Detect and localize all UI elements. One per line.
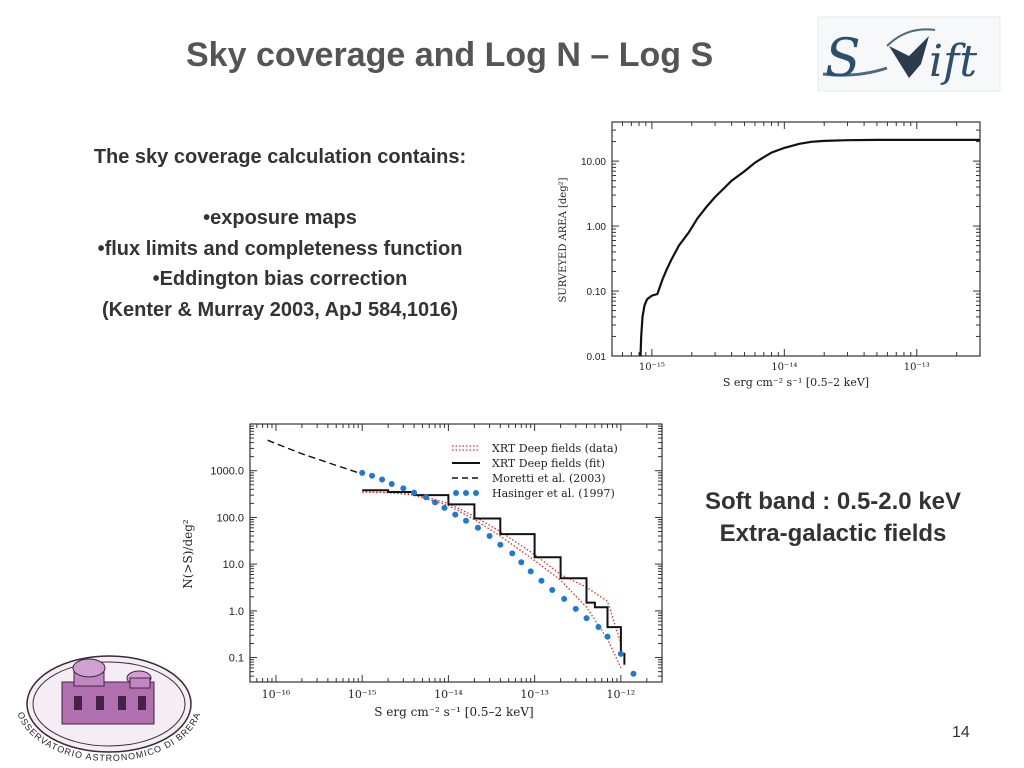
hasinger-point — [441, 504, 448, 511]
bullet-eddington: •Eddington bias correction — [152, 268, 408, 290]
hasinger-point — [527, 568, 534, 575]
hasinger-point — [463, 517, 470, 524]
hasinger-point — [583, 615, 590, 622]
x-tick-label: 10⁻¹⁴ — [434, 688, 463, 701]
legend-swatch-hasinger — [463, 490, 469, 496]
x-axis-label: S erg cm⁻² s⁻¹ [0.5–2 keV] — [723, 376, 869, 389]
soft-band-label: Soft band : 0.5-2.0 keV — [704, 488, 962, 515]
reference-text: (Kenter & Murray 2003, ApJ 584,1016) — [101, 299, 459, 321]
x-tick-label: 10⁻¹⁵ — [639, 362, 665, 373]
hasinger-point — [518, 559, 525, 566]
hasinger-point — [630, 670, 637, 677]
legend-swatch-hasinger — [453, 490, 459, 496]
hasinger-point — [474, 524, 481, 531]
plot-frame — [249, 423, 663, 683]
plot-frame — [611, 121, 981, 357]
hasinger-point — [604, 633, 611, 640]
y-tick-label: 0.01 — [587, 352, 607, 363]
swift-logo: S ift — [817, 16, 1001, 92]
moretti-line — [267, 439, 363, 475]
y-tick-label: 1.00 — [587, 222, 607, 233]
hasinger-point — [572, 605, 579, 612]
hasinger-point — [388, 480, 395, 487]
extragalactic-label: Extra-galactic fields — [719, 520, 947, 547]
hasinger-point — [538, 577, 545, 584]
hasinger-point — [549, 586, 556, 593]
hasinger-point — [379, 476, 386, 483]
x-axis-label: S erg cm⁻² s⁻¹ [0.5–2 keV] — [374, 705, 533, 719]
y-tick-label: 10.0 — [223, 559, 244, 571]
page-title: Sky coverage and Log N – Log S — [186, 36, 714, 74]
hasinger-point — [497, 541, 504, 548]
bullet-exposure-maps: •exposure maps — [203, 207, 357, 229]
hasinger-point — [486, 533, 493, 540]
x-tick-label: 10⁻¹³ — [904, 362, 930, 373]
y-tick-label: 10.00 — [581, 157, 606, 168]
logn-logs-chart: 10⁻¹⁶ 10⁻¹⁵ 10⁻¹⁴ 10⁻¹³ 10⁻¹² 0.1 1.0 10.0 100.0… — [181, 423, 663, 719]
y-tick-label: 0.1 — [229, 653, 244, 665]
hasinger-point — [509, 550, 516, 557]
hasinger-point — [369, 472, 376, 479]
x-tick-label: 10⁻¹² — [607, 688, 636, 701]
y-axis-label: SURVEYED AREA [deg²] — [558, 177, 569, 302]
hasinger-point — [617, 650, 624, 657]
page-number: 14 — [952, 724, 970, 741]
svg-text:S: S — [825, 29, 861, 89]
hasinger-point — [423, 494, 430, 501]
hasinger-point — [400, 485, 407, 492]
y-tick-label: 1000.0 — [210, 466, 244, 478]
x-tick-label: 10⁻¹³ — [520, 688, 549, 701]
sky-coverage-chart: 10⁻¹⁵ 10⁻¹⁴ 10⁻¹³ 0.01 0.10 1.00 10.00 SURVEYE… — [558, 121, 981, 389]
legend-label: Hasinger et al. (1997) — [492, 487, 615, 500]
brera-observatory-seal: OSSERVATORIO ASTRONOMICO DI BRERA — [15, 655, 201, 763]
legend-label: XRT Deep fields (fit) — [492, 457, 605, 470]
hasinger-point — [432, 499, 439, 506]
hasinger-point — [561, 595, 568, 602]
hasinger-point — [452, 511, 459, 518]
hasinger-point — [411, 489, 418, 496]
xrt-data-lower-line — [362, 491, 622, 669]
svg-text:ift: ift — [929, 36, 977, 87]
y-axis-label: N(>S)/deg² — [181, 519, 195, 589]
hasinger-point — [595, 624, 602, 631]
y-tick-label: 100.0 — [216, 512, 244, 524]
legend-swatch-hasinger — [473, 490, 479, 496]
hasinger-point — [359, 469, 366, 476]
coverage-heading: The sky coverage calculation contains: — [93, 146, 467, 168]
y-tick-label: 1.0 — [229, 606, 244, 618]
bullet-flux-limits: •flux limits and completeness function — [97, 238, 463, 260]
legend-label: Moretti et al. (2003) — [492, 472, 606, 485]
y-tick-label: 0.10 — [587, 287, 607, 298]
legend-label: XRT Deep fields (data) — [492, 442, 618, 455]
x-tick-label: 10⁻¹⁴ — [771, 362, 797, 373]
xrt-data-upper-line — [362, 491, 622, 644]
sky-coverage-curve — [639, 138, 980, 357]
x-tick-label: 10⁻¹⁶ — [262, 688, 291, 701]
x-tick-label: 10⁻¹⁵ — [348, 688, 377, 701]
